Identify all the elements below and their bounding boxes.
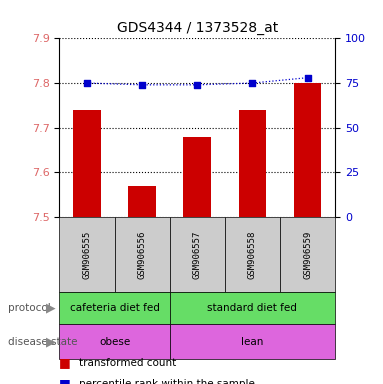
Text: lean: lean [241,337,264,347]
Text: cafeteria diet fed: cafeteria diet fed [70,303,159,313]
Text: GSM906556: GSM906556 [137,230,147,278]
Text: ▶: ▶ [46,302,56,314]
Text: GSM906555: GSM906555 [82,230,92,278]
Text: percentile rank within the sample: percentile rank within the sample [79,379,254,384]
Text: GSM906558: GSM906558 [248,230,257,278]
Bar [183,137,211,217]
Bar [239,110,266,217]
Point [249,80,255,86]
Bar [128,186,156,217]
Point [194,82,200,88]
Title: GDS4344 / 1373528_at: GDS4344 / 1373528_at [116,21,278,35]
Point [304,74,311,81]
Point [84,80,90,86]
Text: GSM906557: GSM906557 [193,230,202,278]
Bar [294,83,321,217]
Text: ■: ■ [59,356,71,369]
Bar [73,110,101,217]
Point [139,82,145,88]
Text: GSM906559: GSM906559 [303,230,312,278]
Text: obese: obese [99,337,130,347]
Text: standard diet fed: standard diet fed [208,303,297,313]
Text: transformed count: transformed count [79,358,176,368]
Text: protocol: protocol [8,303,51,313]
Text: ▶: ▶ [46,335,56,348]
Text: disease state: disease state [8,337,77,347]
Text: ■: ■ [59,377,71,384]
